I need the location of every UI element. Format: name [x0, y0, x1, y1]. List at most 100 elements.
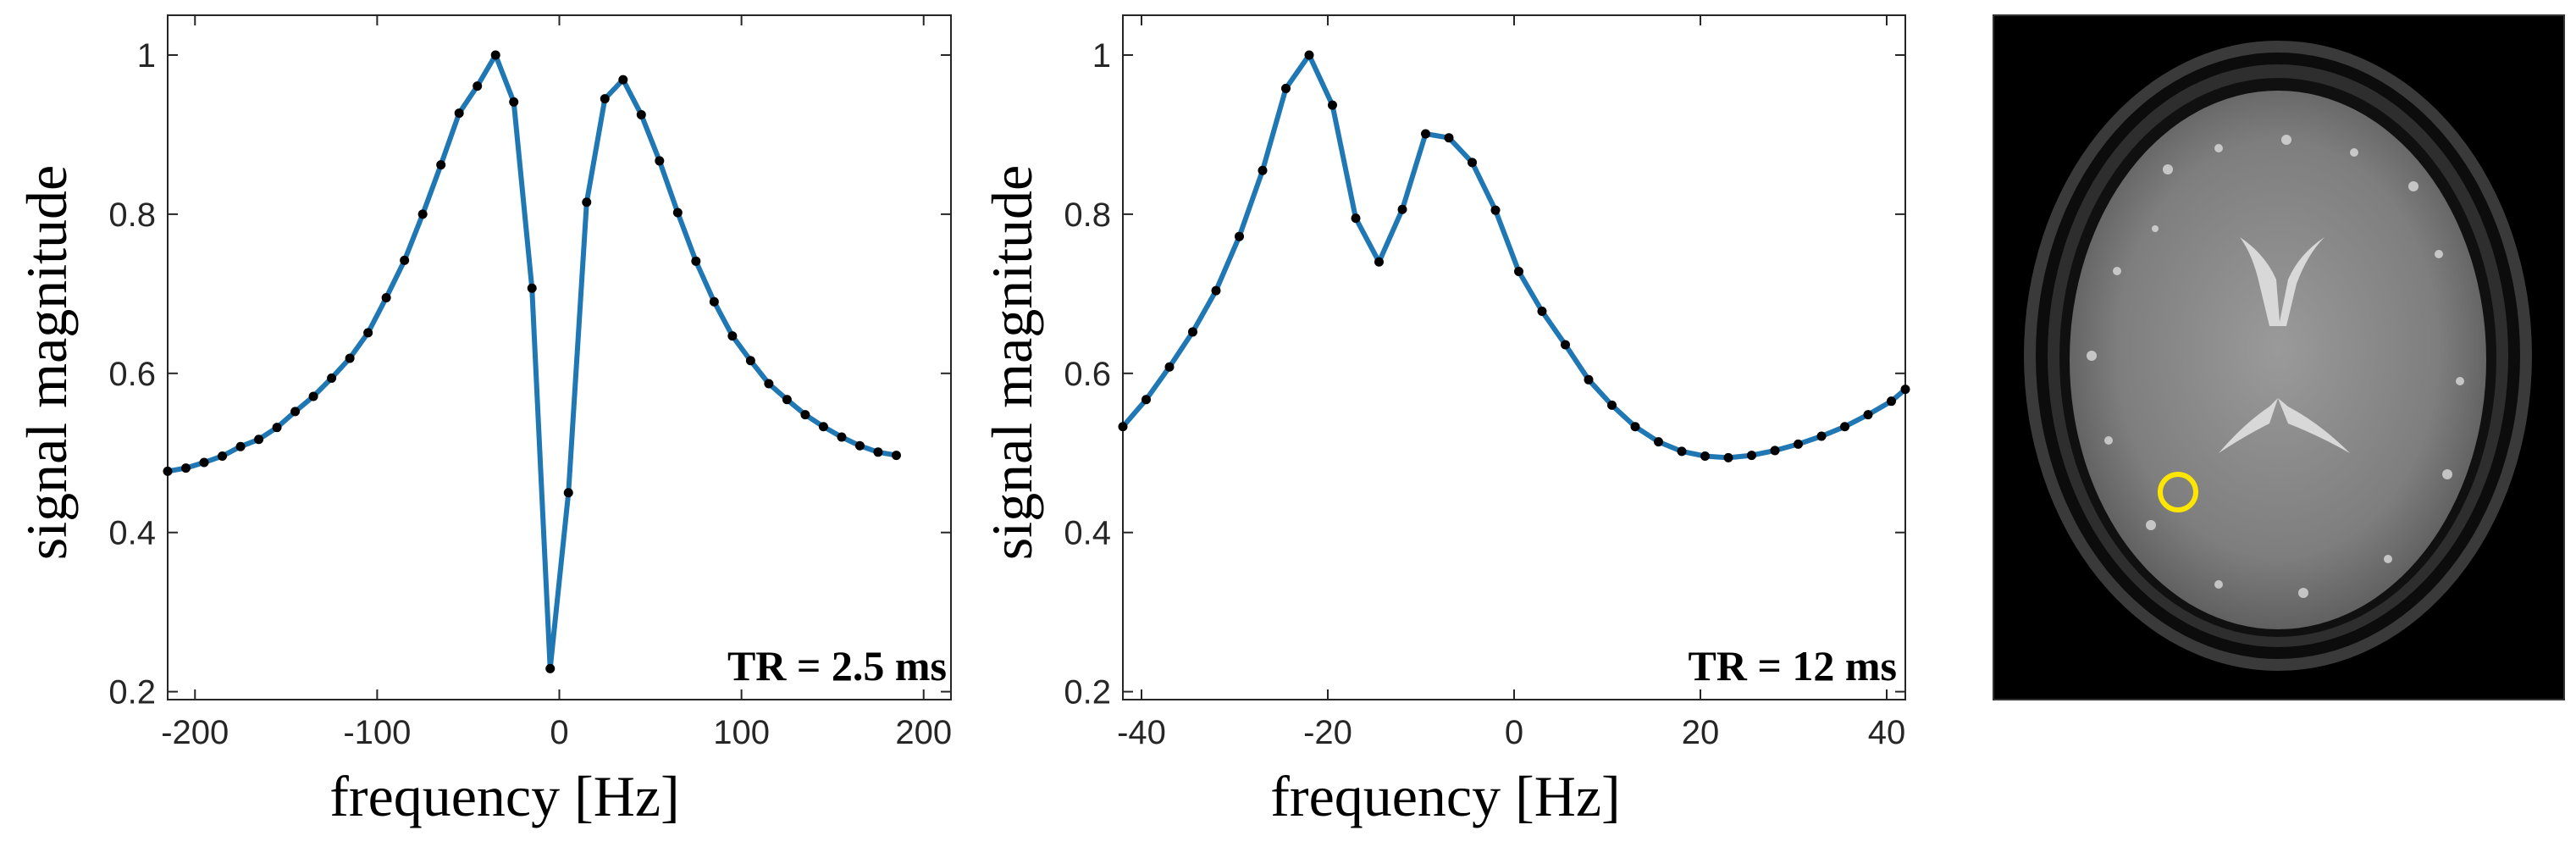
x-tick-label: -40	[1117, 714, 1166, 751]
data-point	[1677, 446, 1687, 457]
data-point	[1700, 451, 1710, 462]
data-point	[381, 293, 391, 303]
data-point	[600, 94, 610, 104]
data-point	[473, 81, 483, 91]
data-point	[800, 410, 810, 420]
data-point	[235, 441, 246, 451]
y-tick-label: 0.8	[108, 197, 156, 234]
data-point	[1281, 83, 1291, 93]
x-tick-label: 40	[1868, 714, 1906, 751]
data-point	[1444, 133, 1454, 143]
data-point	[199, 457, 209, 468]
data-point	[636, 109, 646, 119]
data-point	[1351, 213, 1361, 224]
data-point	[1584, 374, 1594, 385]
y-axis-label: signal magnitude	[980, 165, 1044, 560]
annotation-tr-2-5: TR = 2.5 ms	[727, 642, 947, 689]
chart-panel-tr-12: -40 -20 0 20 40 0.2 0.4 0.6 0.8 1 TR = 12 ms freq…	[980, 14, 1910, 828]
y-tick-label: 0.8	[1064, 197, 1111, 234]
data-point	[1235, 231, 1244, 241]
data-point	[582, 197, 592, 208]
y-tick-label: 0.4	[108, 515, 156, 552]
x-tick-label: -200	[161, 714, 229, 751]
data-point	[1770, 446, 1780, 456]
data-point	[272, 423, 282, 433]
data-point	[327, 373, 337, 383]
data-point	[1397, 204, 1407, 214]
data-point	[363, 328, 373, 338]
data-point	[1900, 385, 1910, 395]
data-point	[490, 50, 500, 60]
x-tick-label: 200	[895, 714, 952, 751]
data-point	[745, 356, 755, 366]
data-point	[1374, 257, 1384, 267]
data-point	[436, 160, 446, 170]
data-point	[1421, 129, 1430, 139]
y-tick-label: 0.6	[108, 356, 156, 393]
data-point	[837, 432, 847, 442]
data-point	[782, 395, 792, 405]
data-point	[1328, 100, 1337, 110]
data-point	[709, 296, 719, 307]
data-point	[400, 255, 410, 265]
data-point	[1630, 422, 1640, 432]
y-tick-label: 0.6	[1064, 356, 1111, 393]
data-point	[891, 451, 901, 461]
x-tick-label: 0	[550, 714, 568, 751]
annotation-tr-12: TR = 12 ms	[1688, 642, 1897, 689]
x-axis-label: frequency [Hz]	[329, 764, 679, 828]
chart-panel-tr-2-5: -200 -100 0 100 200 0.2 0.4 0.6 0.8 1 TR = 2.5 ms…	[14, 14, 952, 828]
data-point	[1490, 205, 1501, 215]
data-point	[1211, 285, 1221, 296]
data-point	[1723, 452, 1733, 462]
series-line	[1123, 53, 1905, 461]
y-tick-label: 0.2	[1064, 674, 1111, 711]
x-tick-label: -20	[1303, 714, 1352, 751]
y-tick-label: 1	[137, 37, 156, 75]
x-tick-label: 20	[1682, 714, 1720, 751]
data-point	[417, 209, 428, 219]
y-tick-label: 0.4	[1064, 515, 1111, 552]
data-point	[454, 108, 464, 119]
data-point	[181, 463, 191, 473]
y-tick-label: 1	[1092, 37, 1111, 75]
data-point	[527, 283, 537, 293]
data-point	[727, 331, 738, 341]
data-point	[1607, 400, 1617, 410]
data-point	[1164, 362, 1175, 372]
data-point	[1654, 437, 1663, 447]
x-tick-label: 0	[1505, 714, 1523, 751]
series-line	[168, 53, 898, 672]
data-point	[672, 208, 683, 218]
data-point	[1561, 340, 1570, 350]
roi-marker-icon	[2158, 472, 2198, 512]
data-point	[1258, 165, 1268, 175]
data-point	[1118, 422, 1128, 432]
data-point	[163, 466, 173, 476]
data-point	[1863, 410, 1873, 420]
data-point	[290, 407, 301, 417]
x-tick-label: -100	[343, 714, 411, 751]
data-point	[1514, 267, 1523, 277]
data-point	[1840, 422, 1849, 432]
data-point	[1537, 307, 1547, 317]
data-point	[1468, 158, 1477, 168]
axes-box	[1122, 14, 1906, 700]
data-point	[655, 156, 665, 166]
data-point	[1794, 439, 1803, 449]
mri-brain-image	[1993, 14, 2565, 700]
data-point	[618, 75, 628, 85]
x-tick-label: 100	[713, 714, 770, 751]
y-axis-label: signal magnitude	[14, 165, 79, 560]
data-point	[1188, 327, 1197, 337]
data-point	[1142, 395, 1151, 405]
x-axis-label: frequency [Hz]	[1270, 764, 1620, 828]
data-point	[545, 663, 556, 673]
data-point	[691, 256, 701, 266]
data-point	[218, 451, 228, 462]
data-point	[345, 353, 355, 363]
data-point	[254, 435, 264, 445]
data-point	[1816, 431, 1827, 441]
data-point	[1304, 50, 1314, 60]
